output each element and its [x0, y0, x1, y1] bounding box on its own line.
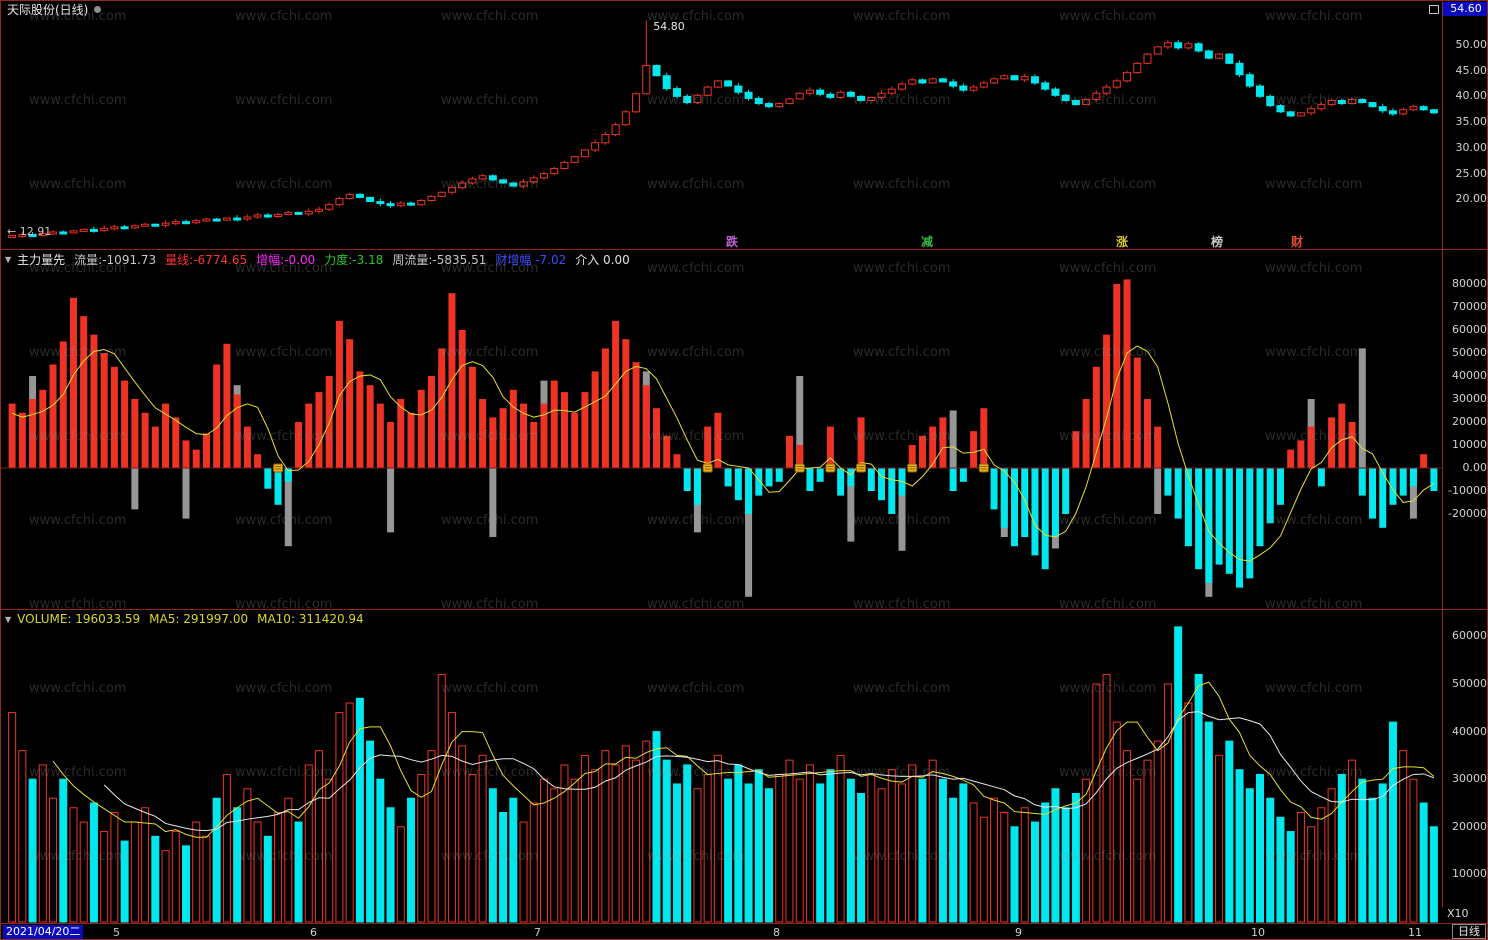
indicator-panel[interactable]: ▼ 主力量先 流量:-1091.73 量线:-6774.65 增幅:-0.00 力度:…: [1, 250, 1442, 609]
axis-tick-label: 25.00: [1455, 166, 1488, 180]
axis-tick-label: 30000: [1452, 392, 1487, 405]
market-stat-label: 财: [1291, 235, 1304, 249]
bottom-legend: 跌减涨榜财: [1, 233, 1442, 249]
axis-tick-label: 70000: [1452, 300, 1487, 313]
indicator-field: 量线:-6774.65: [165, 252, 248, 267]
month-tick-label: 5: [113, 926, 120, 939]
axis-tick-label: 10000: [1452, 867, 1487, 881]
month-tick-label: 9: [1015, 926, 1022, 939]
candles: [8, 20, 1438, 239]
panel-divider: [1, 609, 1487, 610]
flow-bars: [8, 279, 1438, 588]
date-box[interactable]: 2021/04/20二: [3, 925, 84, 939]
indicator-name[interactable]: 主力量先: [17, 252, 66, 267]
collapse-icon[interactable]: ▼: [5, 254, 12, 264]
window-restore-icon[interactable]: [1429, 4, 1439, 14]
month-tick-label: 7: [534, 926, 541, 939]
market-stat-label: 涨: [1116, 235, 1129, 249]
month-tick-label: 11: [1408, 926, 1422, 939]
axis-tick-label: 60000: [1452, 323, 1487, 336]
axis-tick-label: 40000: [1452, 369, 1487, 382]
axis-tick-label: 60000: [1452, 629, 1487, 643]
ma10-line: [103, 711, 1435, 832]
axis-tick-label: 0.00: [1462, 461, 1488, 474]
low-price-label: ← 12.91: [7, 225, 52, 238]
market-stat-label: 跌: [726, 235, 739, 249]
indicator-field: 增幅:-0.00: [256, 252, 316, 267]
month-tick-label: 6: [310, 926, 317, 939]
collapse-icon[interactable]: ▼: [5, 614, 12, 624]
axis-tick-label: 50000: [1452, 677, 1487, 690]
flow-ma-line: [11, 345, 1435, 562]
indicator-field: 周流量:-5835.51: [392, 252, 487, 267]
market-stat-label: 减: [921, 235, 934, 249]
stock-alert-icon: [94, 5, 102, 13]
indicator-field: 介入 0.00: [575, 252, 630, 267]
volume-unit-label: X10: [1447, 907, 1469, 920]
indicator-field: 财增幅 -7.02: [495, 252, 567, 267]
volume-field: MA10: 311420.94: [257, 612, 364, 626]
axis-tick-label: 40000: [1452, 724, 1487, 738]
volume-bars: [8, 626, 1438, 923]
month-tick-label: 10: [1251, 926, 1265, 939]
title-bar: 天际股份(日线) 54.60: [1, 1, 1487, 17]
peak-price-label: 54.80: [653, 20, 685, 33]
indicator-field: 流量:-1091.73: [74, 252, 157, 267]
month-tick-label: 8: [773, 926, 780, 939]
status-bar: 2021/04/20二 5 6 7 8 9 10 11 日线: [1, 924, 1487, 939]
axis-tick-label: -20000: [1448, 507, 1487, 520]
axis-tick-label: 30.00: [1455, 140, 1488, 154]
window-title: 天际股份(日线): [7, 2, 89, 17]
axis-tick-label: 80000: [1452, 277, 1487, 290]
market-stat-label: 榜: [1211, 235, 1224, 249]
axis-tick-label: 20000: [1452, 819, 1487, 833]
axis-tick-label: 50000: [1452, 346, 1487, 359]
entry-signal-icons: [273, 463, 989, 473]
indicator-chart-svg: [1, 279, 1442, 597]
axis-tick-label: -10000: [1448, 484, 1487, 497]
panel-divider: [1, 249, 1487, 250]
axis-tick-label: 30000: [1452, 772, 1487, 786]
axis-tick-label: 50.00: [1455, 37, 1488, 51]
volume-panel[interactable]: ▼ VOLUME: 196033.59 MA5: 291997.00 MA10: 3…: [1, 610, 1442, 923]
period-selector[interactable]: 日线: [1452, 924, 1486, 939]
candlestick-panel[interactable]: 54.80 ← 12.91 跌 减 涨 榜 财: [1, 17, 1442, 249]
volume-field: MA5: 291997.00: [149, 612, 249, 626]
panel-divider: [1, 923, 1487, 924]
indicator-field: 力度:-3.18: [324, 252, 384, 267]
axis-tick-label: 35.00: [1455, 115, 1488, 129]
axis-tick-label: 20000: [1452, 415, 1487, 428]
right-axis-column: 50.00 45.00 40.00 35.00 30.00 25.00 20.00 80000…: [1443, 1, 1488, 923]
axis-tick-label: 20.00: [1455, 192, 1488, 206]
candlestick-chart-svg: [8, 20, 1438, 239]
axis-tick-label: 40.00: [1455, 89, 1488, 103]
last-price-box: 54.60: [1443, 2, 1487, 16]
volume-chart-svg: [8, 626, 1438, 923]
axis-divider: [1442, 1, 1443, 907]
axis-tick-label: 45.00: [1455, 63, 1488, 77]
axis-tick-label: 10000: [1452, 438, 1487, 451]
volume-field: VOLUME: 196033.59: [17, 612, 141, 626]
